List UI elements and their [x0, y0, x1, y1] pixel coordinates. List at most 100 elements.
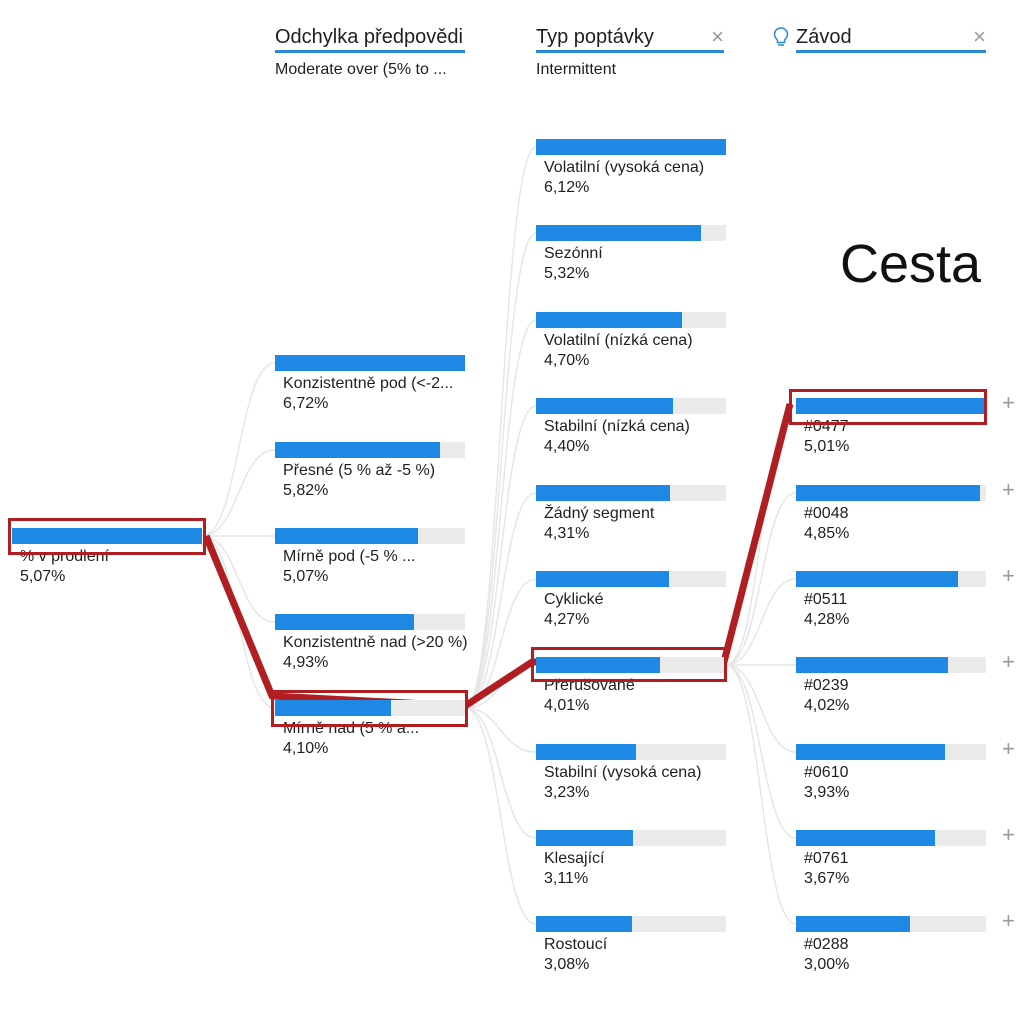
- tree-node-selected[interactable]: #0477 5,01% +: [796, 390, 1015, 457]
- node-bar-fill: [796, 485, 980, 501]
- node-bar-fill: [536, 916, 632, 932]
- connector-line: [464, 707, 537, 753]
- node-value: 3,67%: [804, 870, 850, 887]
- node-bar-track: [275, 700, 465, 716]
- node-value: 3,23%: [544, 784, 590, 801]
- plus-icon[interactable]: +: [1002, 736, 1015, 761]
- plus-icon[interactable]: +: [1002, 822, 1015, 847]
- node-bar-track: [796, 916, 986, 932]
- node-bar-fill: [536, 312, 682, 328]
- connector-line: [725, 664, 797, 753]
- tree-node[interactable]: Volatilní (vysoká cena) 6,12%: [536, 139, 726, 198]
- node-bar-fill: [796, 571, 959, 587]
- tree-node[interactable]: Mírně pod (-5 % ... 5,07%: [275, 528, 465, 587]
- column-header-demand-type[interactable]: Typ poptávky Intermittent ×: [536, 24, 724, 79]
- node-bar-fill: [275, 700, 391, 716]
- connector-line: [464, 232, 537, 709]
- node-bar-fill: [796, 744, 945, 760]
- node-bar-track: [275, 442, 465, 458]
- tree-node[interactable]: #0761 3,67% +: [796, 822, 1015, 889]
- node-bar-track: [275, 614, 465, 630]
- node-label: Volatilní (nízká cena): [544, 332, 693, 349]
- column-header-subtitle: Intermittent: [536, 61, 617, 78]
- node-label: #0048: [804, 505, 849, 522]
- node-label: #0239: [804, 677, 849, 694]
- node-value: 6,12%: [544, 179, 590, 196]
- node-label: Přesné (5 % až -5 %): [283, 462, 436, 479]
- tree-node[interactable]: #0048 4,85% +: [796, 477, 1015, 544]
- node-value: 4,40%: [544, 438, 590, 455]
- node-value: 5,07%: [283, 568, 329, 585]
- tree-node[interactable]: #0610 3,93% +: [796, 736, 1015, 803]
- plus-icon[interactable]: +: [1002, 477, 1015, 502]
- connector-line: [464, 707, 537, 839]
- node-label: #0288: [804, 936, 849, 953]
- node-label: #0761: [804, 850, 849, 867]
- tree-node[interactable]: Konzistentně nad (>20 %) 4,93%: [275, 614, 468, 673]
- plus-icon[interactable]: +: [1002, 649, 1015, 674]
- node-bar-track: [536, 657, 726, 673]
- node-value: 3,11%: [544, 870, 589, 887]
- node-value: 5,01%: [804, 438, 850, 455]
- node-bar-fill: [796, 398, 986, 414]
- tree-node[interactable]: Stabilní (vysoká cena) 3,23%: [536, 744, 726, 803]
- tree-node[interactable]: Stabilní (nízká cena) 4,40%: [536, 398, 726, 457]
- node-bar-fill: [536, 571, 669, 587]
- node-value: 4,70%: [544, 352, 590, 369]
- tree-node[interactable]: Cyklické 4,27%: [536, 571, 726, 630]
- node-value: 3,00%: [804, 956, 850, 973]
- node-bar-track: [536, 485, 726, 501]
- tree-node[interactable]: Konzistentně pod (<-2... 6,72%: [275, 355, 465, 414]
- node-label: #0610: [804, 764, 849, 781]
- plus-icon[interactable]: +: [1002, 908, 1015, 933]
- node-bar-track: [536, 139, 726, 155]
- node-bar-fill: [536, 830, 633, 846]
- column-header-title: Odchylka předpovědi: [275, 24, 465, 53]
- node-bar-track: [796, 744, 986, 760]
- column-header-plant[interactable]: Závod ×: [773, 24, 986, 53]
- plus-icon[interactable]: +: [1002, 390, 1015, 415]
- root-node[interactable]: % v prodlení 5,07%: [12, 528, 202, 587]
- node-value: 5,32%: [544, 265, 590, 282]
- node-bar-fill: [796, 657, 949, 673]
- node-bar-fill: [536, 657, 661, 673]
- tree-node[interactable]: Rostoucí 3,08%: [536, 916, 726, 975]
- highlight-box-root: [8, 518, 206, 555]
- node-bar-fill: [536, 139, 726, 155]
- tree-node[interactable]: Přesné (5 % až -5 %) 5,82%: [275, 442, 465, 501]
- node-bar-fill: [536, 744, 637, 760]
- node-value: 4,31%: [544, 525, 590, 542]
- node-label: Cyklické: [544, 591, 604, 608]
- tree-node[interactable]: Sezónní 5,32%: [536, 225, 726, 284]
- tree-node[interactable]: #0288 3,00% +: [796, 908, 1015, 975]
- node-bar-track: [796, 571, 986, 587]
- node-bar-fill: [275, 614, 415, 630]
- connector-line: [725, 578, 797, 666]
- close-icon[interactable]: ×: [711, 24, 724, 49]
- node-bar-track: [536, 916, 726, 932]
- close-icon[interactable]: ×: [973, 24, 986, 49]
- connector-line: [725, 664, 797, 925]
- connector-line: [725, 664, 797, 839]
- tree-node[interactable]: #0239 4,02% +: [796, 649, 1015, 716]
- node-label: Sezónní: [544, 245, 603, 262]
- tree-node[interactable]: #0511 4,28% +: [796, 563, 1015, 630]
- tree-node[interactable]: Žádný segment 4,31%: [536, 485, 726, 544]
- node-label: Mírně pod (-5 % ...: [283, 548, 416, 565]
- column-header-forecast-deviation[interactable]: Odchylka předpovědi Moderate over (5% to…: [275, 24, 465, 79]
- column-header-subtitle: Moderate over (5% to ...: [275, 61, 447, 78]
- node-value: 5,82%: [283, 482, 329, 499]
- node-value: 4,28%: [804, 611, 850, 628]
- tree-node[interactable]: Volatilní (nízká cena) 4,70%: [536, 312, 726, 371]
- connector-line: [464, 405, 537, 709]
- node-label: Konzistentně nad (>20 %): [283, 634, 468, 651]
- node-value: 4,27%: [544, 611, 590, 628]
- node-value: 4,10%: [283, 740, 329, 757]
- column-header-title: Závod: [796, 24, 986, 53]
- plus-icon[interactable]: +: [1002, 563, 1015, 588]
- node-label: #0511: [804, 591, 848, 608]
- node-label: Stabilní (nízká cena): [544, 418, 690, 435]
- connector-line: [464, 492, 537, 709]
- tree-node[interactable]: Klesající 3,11%: [536, 830, 726, 889]
